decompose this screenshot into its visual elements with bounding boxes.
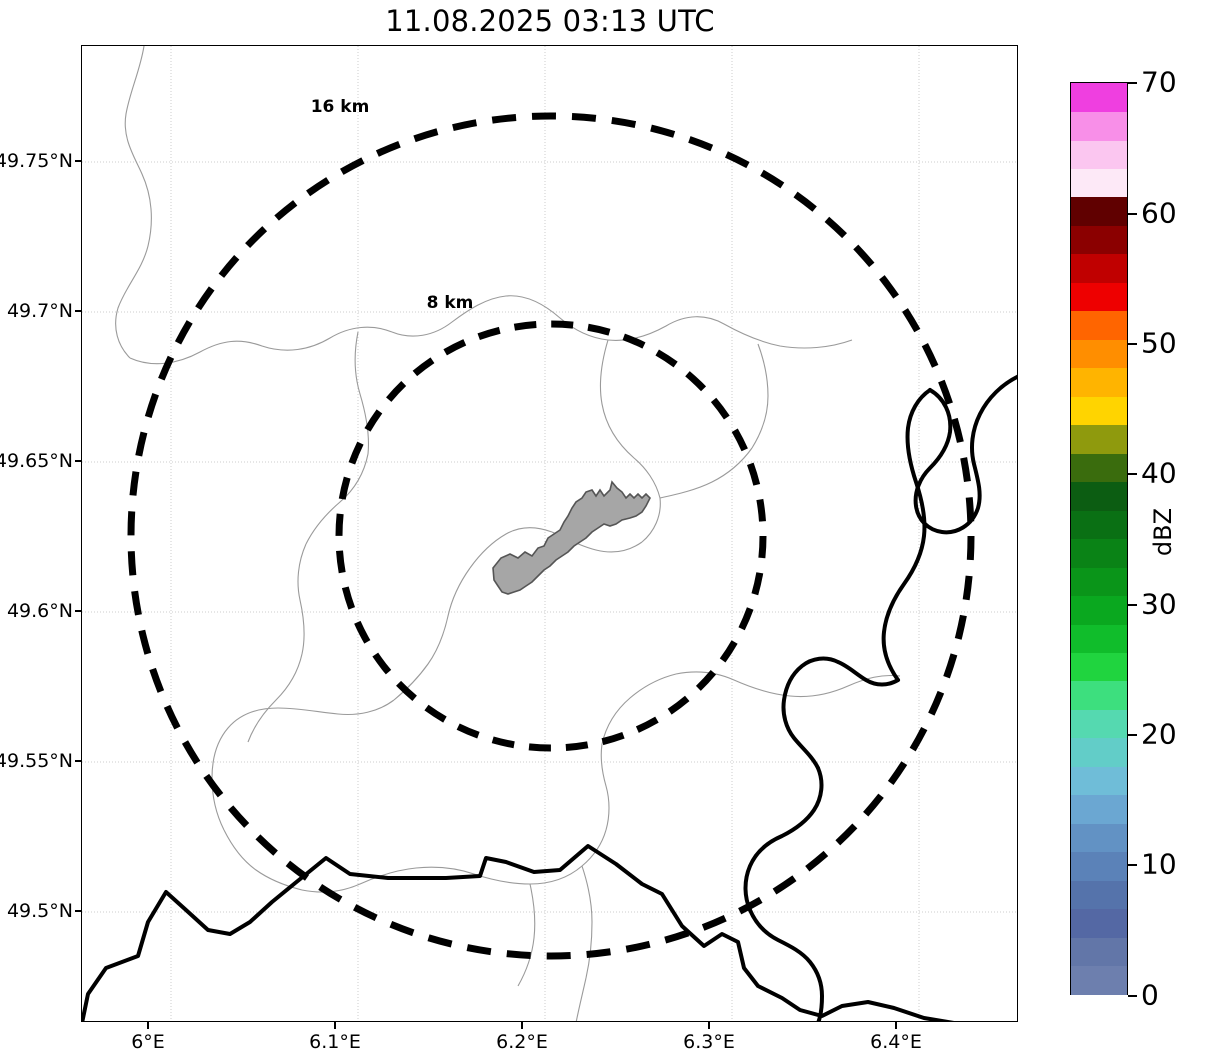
y-tick-label-4: 49.7°N — [6, 300, 73, 322]
y-tick-label-1: 49.55°N — [0, 750, 73, 772]
x-tick-label-4: 6.4°E — [870, 1031, 922, 1053]
colorbar-band-19 — [1071, 424, 1127, 454]
y-tick-label-2: 49.6°N — [6, 600, 73, 622]
colorbar-band-13 — [1071, 595, 1127, 625]
y-axis: 49.5°N 49.55°N 49.6°N 49.65°N 49.7°N 49.… — [0, 0, 73, 1064]
y-tick-label-5: 49.75°N — [0, 150, 73, 172]
x-tick-label-1: 6.1°E — [309, 1031, 361, 1053]
colorbar-band-16 — [1071, 510, 1127, 540]
colorbar-band-26 — [1071, 225, 1127, 255]
colorbar-band-17 — [1071, 481, 1127, 511]
x-tick-label-3: 6.3°E — [683, 1031, 735, 1053]
colorbar-band-18 — [1071, 453, 1127, 483]
colorbar-tick-label-20: 20 — [1141, 717, 1177, 751]
colorbar-tick-label-70: 70 — [1141, 65, 1177, 99]
range-ring-label-8km: 8 km — [426, 293, 474, 313]
range-rings — [127, 112, 975, 960]
city-polygon — [492, 480, 651, 595]
colorbar-band-1 — [1071, 937, 1127, 967]
colorbar-band-4 — [1071, 851, 1127, 881]
colorbar-band-9 — [1071, 709, 1127, 739]
colorbar-band-23 — [1071, 310, 1127, 340]
colorbar-tick-label-50: 50 — [1141, 326, 1177, 360]
colorbar-band-10 — [1071, 680, 1127, 710]
colorbar[interactable] — [1070, 82, 1128, 995]
colorbar-band-11 — [1071, 652, 1127, 682]
colorbar-band-27 — [1071, 196, 1127, 226]
country-borders — [82, 374, 1017, 1021]
colorbar-band-5 — [1071, 823, 1127, 853]
colorbar-band-31 — [1071, 83, 1127, 113]
colorbar-tick-label-10: 10 — [1141, 847, 1177, 881]
colorbar-band-24 — [1071, 282, 1127, 312]
y-tick-label-0: 49.5°N — [6, 900, 73, 922]
colorbar-band-3 — [1071, 880, 1127, 910]
colorbar-band-12 — [1071, 623, 1127, 653]
colorbar-band-6 — [1071, 794, 1127, 824]
colorbar-band-30 — [1071, 111, 1127, 141]
map-graphics — [82, 46, 1017, 1021]
colorbar-band-22 — [1071, 339, 1127, 369]
colorbar-band-25 — [1071, 253, 1127, 283]
colorbar-tick-label-40: 40 — [1141, 456, 1177, 490]
range-ring-8km — [335, 320, 767, 752]
colorbar-band-7 — [1071, 766, 1127, 796]
colorbar-band-15 — [1071, 538, 1127, 568]
colorbar-axis: 0 10 20 30 40 50 60 70 — [1128, 0, 1207, 1064]
colorbar-band-0 — [1071, 965, 1127, 995]
colorbar-band-8 — [1071, 737, 1127, 767]
x-tick-label-0: 6°E — [131, 1031, 165, 1053]
colorbar-band-2 — [1071, 908, 1127, 938]
map-plot-area[interactable] — [81, 45, 1018, 1022]
colorbar-tick-label-60: 60 — [1141, 196, 1177, 230]
colorbar-band-28 — [1071, 168, 1127, 198]
colorbar-tick-label-0: 0 — [1141, 978, 1159, 1012]
range-ring-label-16km: 16 km — [310, 97, 370, 117]
y-tick-label-3: 49.65°N — [0, 450, 73, 472]
colorbar-band-14 — [1071, 566, 1127, 597]
colorbar-band-20 — [1071, 396, 1127, 426]
x-axis: 6°E 6.1°E 6.2°E 6.3°E 6.4°E — [0, 1031, 1207, 1064]
colorbar-band-21 — [1071, 367, 1127, 397]
colorbar-axis-label: dBZ — [1149, 507, 1177, 557]
colorbar-tick-label-30: 30 — [1141, 587, 1177, 621]
grid-lines — [82, 46, 1017, 1021]
range-ring-16km — [127, 112, 975, 960]
page-title: 11.08.2025 03:13 UTC — [385, 4, 715, 38]
admin-boundaries — [115, 46, 901, 1021]
x-tick-label-2: 6.2°E — [496, 1031, 548, 1053]
colorbar-band-29 — [1071, 139, 1127, 169]
